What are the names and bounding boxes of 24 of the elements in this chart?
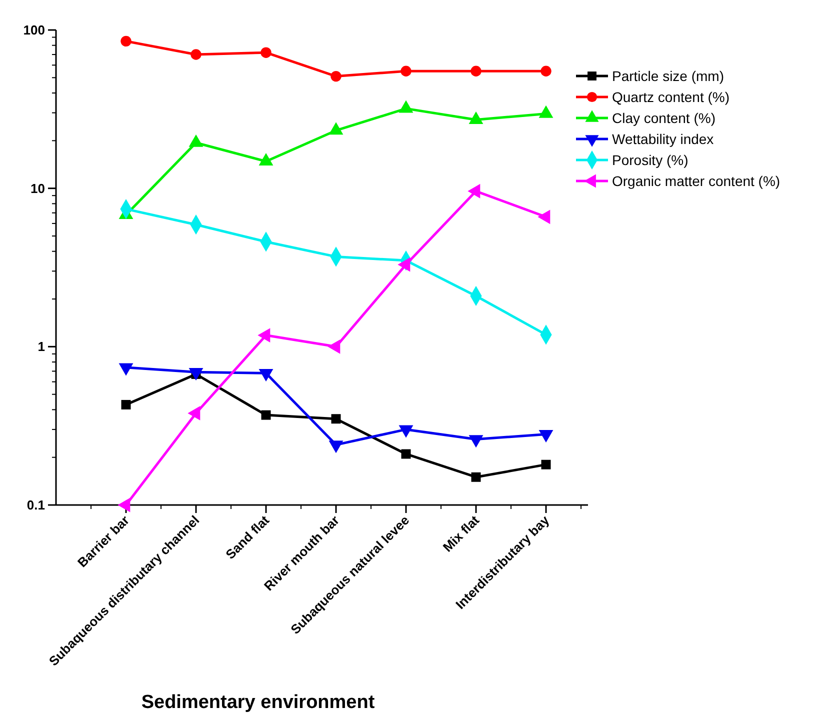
point <box>471 472 481 482</box>
legend-label: Wettability index <box>612 130 714 147</box>
point <box>121 400 131 410</box>
point <box>330 70 342 82</box>
y-tick-label: 0.1 <box>26 498 45 513</box>
legend-label: Organic matter content (%) <box>612 172 780 189</box>
point <box>260 47 272 58</box>
y-tick-label: 10 <box>30 180 45 196</box>
legend-label: Particle size (mm) <box>612 68 724 84</box>
x-axis-title: Sedimentary environment <box>141 692 376 713</box>
legend-label: Porosity (%) <box>612 152 688 168</box>
legend-label: Quartz content (%) <box>612 88 730 105</box>
point <box>470 66 482 76</box>
point <box>401 449 411 459</box>
point <box>540 66 552 76</box>
y-tick-label: 100 <box>23 22 45 38</box>
point <box>541 460 551 470</box>
point <box>261 410 271 420</box>
point <box>120 36 132 47</box>
point <box>331 414 341 424</box>
point <box>190 49 202 60</box>
legend-label: Clay content (%) <box>612 110 716 126</box>
y-tick-label: 1 <box>38 339 45 354</box>
point <box>400 66 412 76</box>
